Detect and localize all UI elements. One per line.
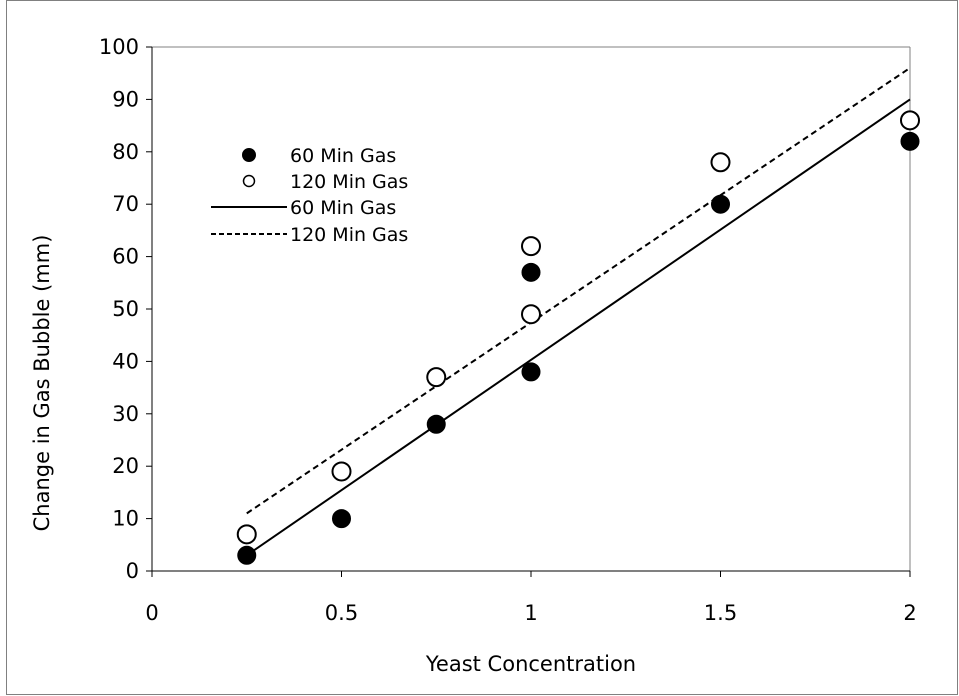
- open-point: [236, 524, 257, 545]
- trendlines: [246, 67, 911, 557]
- legend: 60 Min Gas 120 Min Gas 60 Min Gas 120 Min G…: [211, 145, 408, 246]
- y-tick-label: 30: [112, 402, 139, 426]
- open-point: [521, 304, 541, 325]
- legend-label: 120 Min Gas: [290, 171, 408, 193]
- data-markers: [236, 110, 920, 565]
- open-point: [331, 461, 352, 482]
- filled-point: [711, 194, 730, 214]
- y-tick-label: 40: [112, 349, 139, 373]
- open-point: [900, 110, 920, 131]
- y-axis: 0 10 20 30 40 50 60 70 80 90 100: [99, 35, 153, 583]
- y-tick-label: 70: [112, 192, 139, 216]
- legend-label: 120 Min Gas: [290, 224, 408, 246]
- x-tick-label: 2: [903, 601, 916, 625]
- x-tick-label: 0.5: [325, 601, 358, 625]
- open-point: [426, 367, 447, 388]
- y-tick-label: 100: [99, 35, 139, 59]
- legend-marker-filled: [242, 148, 256, 162]
- legend-label: 60 Min Gas: [290, 145, 396, 167]
- figure-border: [6, 0, 958, 695]
- x-axis-title: Yeast Concentration: [425, 652, 636, 676]
- y-axis-title: Change in Gas Bubble (mm): [30, 235, 54, 532]
- filled-point: [521, 262, 541, 282]
- filled-point: [521, 362, 541, 382]
- y-tick-label: 80: [112, 140, 139, 164]
- open-point: [521, 236, 541, 257]
- trendline-dashed: [246, 67, 911, 515]
- y-tick-label: 0: [126, 559, 139, 583]
- filled-point: [237, 545, 257, 565]
- open-point: [710, 152, 731, 173]
- legend-marker-open: [242, 174, 256, 188]
- filled-point: [426, 414, 446, 434]
- x-tick-label: 0: [145, 601, 158, 625]
- trendline-solid: [246, 98, 911, 557]
- x-tick-label: 1: [524, 601, 537, 625]
- y-tick-label: 20: [112, 454, 139, 478]
- y-tick-label: 10: [112, 507, 139, 531]
- y-tick-label: 60: [112, 245, 139, 269]
- x-tick-label: 1.5: [704, 601, 737, 625]
- y-tick-label: 90: [112, 87, 139, 111]
- y-tick-label: 50: [112, 297, 139, 321]
- filled-point: [332, 509, 351, 529]
- x-axis: 0 0.5 1 1.5 2: [145, 570, 917, 625]
- legend-label: 60 Min Gas: [290, 197, 396, 219]
- filled-point: [900, 131, 920, 151]
